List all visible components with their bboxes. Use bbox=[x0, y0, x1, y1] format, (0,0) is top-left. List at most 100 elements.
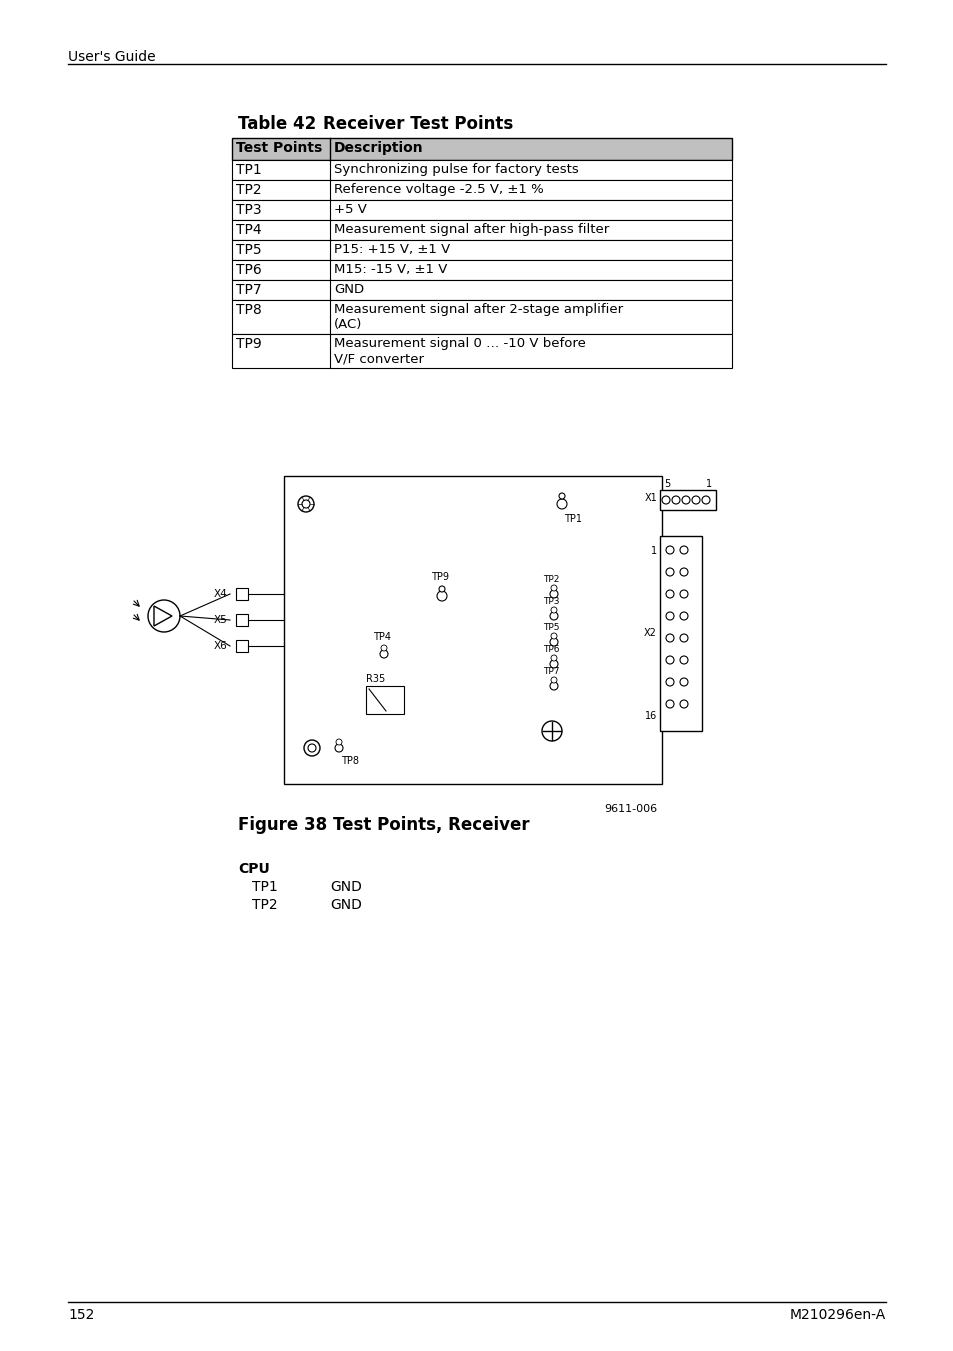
Text: Reference voltage -2.5 V, ±1 %: Reference voltage -2.5 V, ±1 % bbox=[334, 182, 543, 196]
Bar bbox=[232, 200, 731, 220]
Bar bbox=[366, 686, 403, 713]
Circle shape bbox=[665, 546, 673, 554]
Circle shape bbox=[665, 567, 673, 576]
Circle shape bbox=[557, 499, 566, 509]
Circle shape bbox=[679, 590, 687, 598]
Circle shape bbox=[438, 586, 444, 592]
Circle shape bbox=[558, 493, 564, 499]
Text: Test Points, Receiver: Test Points, Receiver bbox=[310, 816, 529, 834]
Circle shape bbox=[148, 600, 180, 632]
Text: TP3: TP3 bbox=[542, 597, 558, 607]
Circle shape bbox=[308, 744, 315, 753]
Circle shape bbox=[679, 634, 687, 642]
Text: TP3: TP3 bbox=[235, 203, 261, 218]
Text: R35: R35 bbox=[366, 674, 385, 684]
Circle shape bbox=[550, 682, 558, 690]
Circle shape bbox=[679, 612, 687, 620]
Bar bbox=[232, 280, 731, 300]
Circle shape bbox=[335, 739, 341, 744]
Circle shape bbox=[551, 677, 557, 684]
Bar bbox=[284, 476, 661, 784]
Text: TP7: TP7 bbox=[235, 282, 261, 297]
Circle shape bbox=[304, 740, 319, 757]
Circle shape bbox=[551, 634, 557, 639]
Text: 1: 1 bbox=[650, 546, 657, 557]
Text: X4: X4 bbox=[213, 589, 228, 598]
Text: TP5: TP5 bbox=[235, 243, 261, 257]
Text: M15: -15 V, ±1 V: M15: -15 V, ±1 V bbox=[334, 263, 447, 276]
Text: Measurement signal 0 … -10 V before
V/F converter: Measurement signal 0 … -10 V before V/F … bbox=[334, 336, 585, 365]
Text: TP2: TP2 bbox=[252, 898, 277, 912]
Text: TP1: TP1 bbox=[252, 880, 277, 894]
Text: TP8: TP8 bbox=[340, 757, 358, 766]
Circle shape bbox=[665, 700, 673, 708]
Text: Test Points: Test Points bbox=[235, 141, 322, 155]
Text: TP1: TP1 bbox=[563, 513, 581, 524]
Text: X6: X6 bbox=[213, 640, 228, 651]
Text: Table 42: Table 42 bbox=[237, 115, 315, 132]
Text: Description: Description bbox=[334, 141, 423, 155]
Text: TP4: TP4 bbox=[373, 632, 391, 642]
Bar bbox=[232, 138, 731, 159]
Circle shape bbox=[297, 496, 314, 512]
Circle shape bbox=[665, 657, 673, 663]
Circle shape bbox=[379, 650, 388, 658]
Circle shape bbox=[681, 496, 689, 504]
Circle shape bbox=[679, 567, 687, 576]
Text: GND: GND bbox=[330, 880, 361, 894]
Circle shape bbox=[679, 546, 687, 554]
Bar bbox=[232, 240, 731, 259]
Text: TP7: TP7 bbox=[542, 667, 558, 676]
Circle shape bbox=[671, 496, 679, 504]
Bar bbox=[232, 220, 731, 240]
Text: CPU: CPU bbox=[237, 862, 270, 875]
Circle shape bbox=[551, 585, 557, 590]
Text: TP1: TP1 bbox=[235, 163, 261, 177]
Text: TP2: TP2 bbox=[542, 576, 558, 584]
Circle shape bbox=[550, 661, 558, 667]
Text: 152: 152 bbox=[68, 1308, 94, 1323]
Text: M210296en-A: M210296en-A bbox=[789, 1308, 885, 1323]
Text: X5: X5 bbox=[213, 615, 228, 626]
Text: TP4: TP4 bbox=[235, 223, 261, 236]
Text: X2: X2 bbox=[643, 628, 657, 638]
Text: TP6: TP6 bbox=[542, 644, 558, 654]
Text: TP5: TP5 bbox=[542, 623, 558, 632]
Circle shape bbox=[665, 612, 673, 620]
Circle shape bbox=[550, 612, 558, 620]
Circle shape bbox=[551, 607, 557, 613]
Bar bbox=[232, 180, 731, 200]
Bar bbox=[659, 536, 701, 731]
Text: GND: GND bbox=[330, 898, 361, 912]
Circle shape bbox=[661, 496, 669, 504]
Text: TP6: TP6 bbox=[235, 263, 261, 277]
Text: 1: 1 bbox=[705, 480, 711, 489]
Bar bbox=[235, 613, 248, 626]
Text: X1: X1 bbox=[643, 493, 657, 503]
Circle shape bbox=[335, 744, 343, 753]
Text: 16: 16 bbox=[644, 711, 657, 721]
Circle shape bbox=[541, 721, 561, 740]
Text: P15: +15 V, ±1 V: P15: +15 V, ±1 V bbox=[334, 243, 450, 255]
Bar bbox=[235, 588, 248, 600]
Text: User's Guide: User's Guide bbox=[68, 50, 155, 63]
Circle shape bbox=[691, 496, 700, 504]
Circle shape bbox=[701, 496, 709, 504]
Circle shape bbox=[665, 634, 673, 642]
Circle shape bbox=[679, 700, 687, 708]
Circle shape bbox=[679, 678, 687, 686]
Bar bbox=[232, 159, 731, 180]
Text: 9611-006: 9611-006 bbox=[603, 804, 657, 815]
Circle shape bbox=[436, 590, 447, 601]
Text: +5 V: +5 V bbox=[334, 203, 367, 216]
Bar bbox=[235, 640, 248, 653]
Circle shape bbox=[551, 655, 557, 661]
Circle shape bbox=[679, 657, 687, 663]
Polygon shape bbox=[153, 607, 172, 626]
Text: 5: 5 bbox=[663, 480, 670, 489]
Text: TP2: TP2 bbox=[235, 182, 261, 197]
Text: Figure 38: Figure 38 bbox=[237, 816, 327, 834]
Circle shape bbox=[302, 500, 310, 508]
Text: GND: GND bbox=[334, 282, 364, 296]
Text: TP9: TP9 bbox=[431, 571, 449, 582]
